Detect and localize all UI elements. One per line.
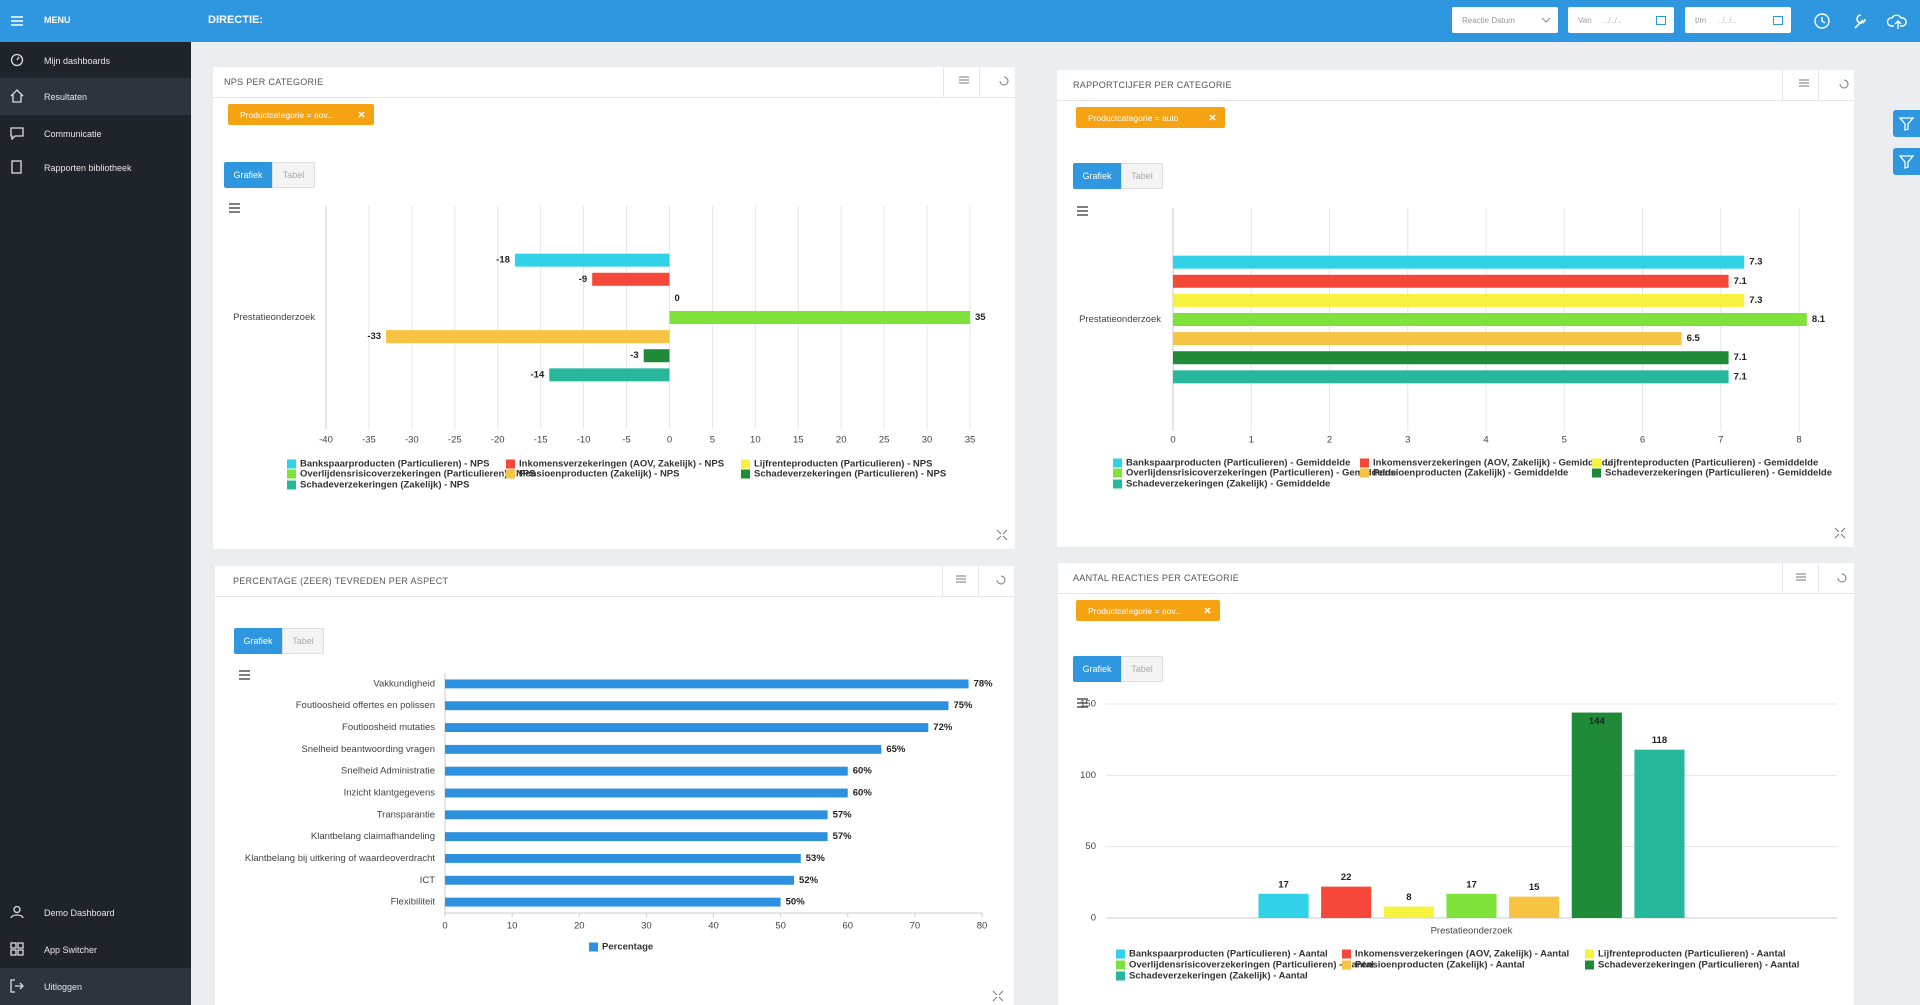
- date-field-select[interactable]: Reactie Datum: [1452, 7, 1558, 33]
- panel-header: AANTAL REACTIES PER CATEGORIE: [1058, 563, 1854, 594]
- panel-title: AANTAL REACTIES PER CATEGORIE: [1073, 573, 1240, 583]
- nav-label: Demo Dashboard: [44, 907, 115, 918]
- panel: NPS PER CATEGORIE Productcategorie = aov…: [213, 67, 1015, 549]
- nav-icon: [10, 979, 24, 993]
- tab[interactable]: Tabel: [272, 162, 315, 188]
- filter-tag[interactable]: Productcategorie = aov...: [1076, 600, 1220, 621]
- nav-icon: [11, 160, 22, 174]
- nav-icon: [10, 905, 24, 919]
- refresh-button[interactable]: [1818, 563, 1854, 594]
- menu-header: MENU: [0, 0, 191, 42]
- menu-title: MENU: [44, 15, 71, 25]
- nav-item[interactable]: App Switcher: [0, 931, 191, 968]
- filter-icon: [1898, 117, 1915, 131]
- refresh-button[interactable]: [978, 566, 1014, 597]
- from-label: Van: [1578, 15, 1592, 25]
- filter-button[interactable]: [1893, 148, 1920, 175]
- panel-header: NPS PER CATEGORIE: [213, 67, 1015, 98]
- tab-active[interactable]: Grafiek: [1073, 656, 1121, 682]
- sidebar: MENU Mijn dashboards Resultaten Communic…: [0, 0, 191, 1005]
- to-date[interactable]: t/m ../../..: [1685, 7, 1791, 33]
- nav-item[interactable]: Communicatie: [0, 115, 191, 152]
- list-button[interactable]: [942, 566, 978, 597]
- to-label: t/m: [1695, 15, 1707, 25]
- nav-label: Mijn dashboards: [44, 55, 111, 66]
- filter-button[interactable]: [1893, 110, 1920, 137]
- tab-active[interactable]: Grafiek: [224, 162, 272, 188]
- topbar-icons[interactable]: [1814, 12, 1914, 30]
- calendar-icon: [1656, 16, 1666, 25]
- from-date[interactable]: Van ../../..: [1568, 7, 1674, 33]
- nav-item-active[interactable]: Resultaten: [0, 78, 191, 115]
- nav-item[interactable]: Uitloggen: [0, 968, 191, 1005]
- calendar-icon: [1773, 16, 1783, 25]
- refresh-button[interactable]: [979, 67, 1015, 98]
- panel: AANTAL REACTIES PER CATEGORIE Productcat…: [1058, 563, 1854, 1005]
- filter-text: Productcategorie = auto: [1088, 112, 1179, 123]
- menu-icon: [11, 16, 23, 26]
- to-placeholder: ../../..: [1718, 15, 1736, 25]
- from-placeholder: ../../..: [1603, 15, 1622, 25]
- nav-icon: [10, 127, 24, 140]
- panel-header: RAPPORTCIJFER PER CATEGORIE: [1057, 70, 1854, 101]
- select-label: Reactie Datum: [1462, 15, 1515, 25]
- refresh-button[interactable]: [1818, 70, 1854, 101]
- list-button[interactable]: [943, 67, 979, 98]
- nav-label: Resultaten: [44, 91, 88, 102]
- panel: RAPPORTCIJFER PER CATEGORIE Productcateg…: [1057, 70, 1854, 547]
- nav-item[interactable]: Mijn dashboards: [0, 42, 191, 79]
- remove-icon: [1204, 607, 1211, 614]
- nav-icon: [10, 89, 24, 103]
- panel-title: NPS PER CATEGORIE: [224, 77, 324, 87]
- remove-icon: [358, 111, 365, 118]
- panel-title: RAPPORTCIJFER PER CATEGORIE: [1073, 80, 1232, 90]
- tab[interactable]: Tabel: [1121, 163, 1163, 189]
- list-button[interactable]: [1782, 563, 1818, 594]
- nav-label: App Switcher: [44, 944, 98, 955]
- nav-icon: [10, 53, 24, 67]
- nav-label: Communicatie: [44, 128, 102, 139]
- filter-tag[interactable]: Productcategorie = aov...: [228, 104, 374, 125]
- nav-label: Uitloggen: [44, 981, 83, 992]
- panel: PERCENTAGE (ZEER) TEVREDEN PER ASPECT Gr…: [215, 566, 1014, 1005]
- page-title: DIRECTIE:: [208, 14, 263, 26]
- tab[interactable]: Tabel: [1121, 656, 1163, 682]
- filter-icon: [1898, 155, 1915, 169]
- tab-active[interactable]: Grafiek: [234, 628, 282, 654]
- nav-item[interactable]: Rapporten bibliotheek: [0, 149, 191, 186]
- tab[interactable]: Tabel: [282, 628, 324, 654]
- chevron: [1542, 18, 1550, 23]
- filter-text: Productcategorie = aov...: [1088, 605, 1183, 616]
- remove-icon: [1209, 114, 1216, 121]
- panel-header: PERCENTAGE (ZEER) TEVREDEN PER ASPECT: [215, 566, 1014, 597]
- filter-text: Productcategorie = aov...: [240, 109, 335, 120]
- nav-icon: [10, 942, 24, 956]
- filter-tag[interactable]: Productcategorie = auto: [1076, 107, 1225, 128]
- tab-active[interactable]: Grafiek: [1073, 163, 1121, 189]
- nav-label: Rapporten bibliotheek: [44, 162, 132, 173]
- nav-item[interactable]: Demo Dashboard: [0, 894, 191, 931]
- panel-title: PERCENTAGE (ZEER) TEVREDEN PER ASPECT: [233, 576, 449, 586]
- list-button[interactable]: [1782, 70, 1818, 101]
